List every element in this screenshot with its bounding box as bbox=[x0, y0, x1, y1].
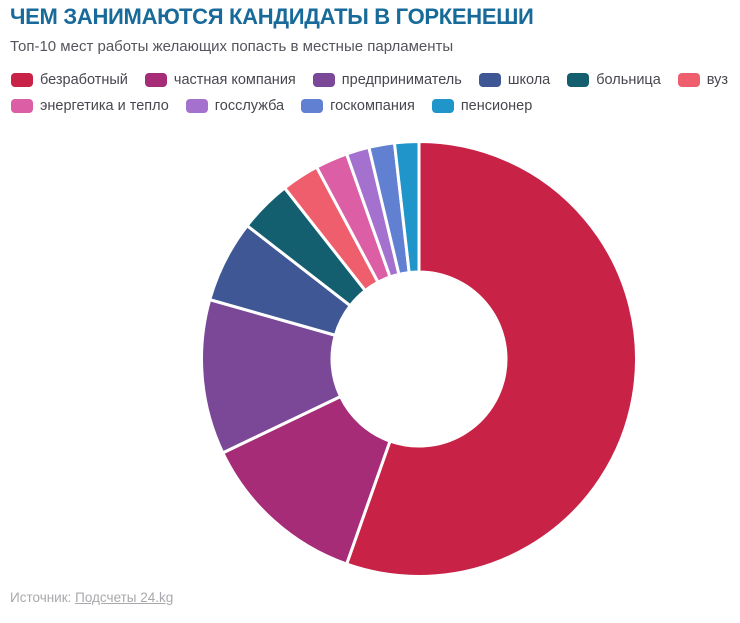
source-label: Источник: bbox=[10, 590, 76, 605]
page-title: ЧЕМ ЗАНИМАЮТСЯ КАНДИДАТЫ В ГОРКЕНЕШИ bbox=[10, 4, 534, 29]
legend-swatch-icon bbox=[677, 73, 700, 87]
legend-label: энергетика и тепло bbox=[40, 98, 169, 114]
legend-swatch-icon bbox=[11, 99, 33, 113]
page-subtitle: Топ-10 мест работы желающих попасть в ме… bbox=[10, 38, 454, 55]
legend-swatch-icon bbox=[312, 73, 335, 87]
source-line: Источник: Подсчеты 24.kg bbox=[10, 590, 173, 605]
legend-label: больница bbox=[596, 72, 661, 88]
legend-label: частная компания bbox=[173, 72, 296, 88]
legend-item-3[interactable]: предприниматель bbox=[312, 72, 462, 88]
legend-item-7[interactable]: энергетика и тепло bbox=[11, 98, 169, 114]
legend-item-6[interactable]: вуз bbox=[677, 72, 729, 88]
legend-swatch-icon bbox=[301, 99, 324, 113]
legend-label: госкомпания bbox=[330, 98, 415, 114]
legend-label: госслужба bbox=[214, 98, 285, 114]
legend-item-5[interactable]: больница bbox=[567, 72, 661, 88]
legend-label: предприниматель bbox=[341, 72, 462, 88]
legend-swatch-icon bbox=[478, 73, 501, 87]
legend-swatch-icon bbox=[185, 99, 208, 113]
legend-item-9[interactable]: госкомпания bbox=[301, 98, 415, 114]
legend-swatch-icon bbox=[11, 73, 33, 87]
legend-item-10[interactable]: пенсионер bbox=[431, 98, 533, 114]
legend-label: безработный bbox=[40, 72, 128, 88]
legend-label: вуз bbox=[706, 72, 729, 88]
legend-label: школа bbox=[507, 72, 551, 88]
pie-slice-10[interactable] bbox=[392, 140, 421, 275]
legend-swatch-icon bbox=[431, 99, 454, 113]
chart-legend: безработный частная компания предпринимате… bbox=[11, 72, 729, 114]
legend-item-4[interactable]: школа bbox=[478, 72, 551, 88]
legend-swatch-icon bbox=[144, 73, 167, 87]
legend-item-2[interactable]: частная компания bbox=[144, 72, 296, 88]
legend-swatch-icon bbox=[567, 73, 590, 87]
source-link[interactable]: Подсчеты 24.kg bbox=[75, 590, 174, 605]
legend-item-1[interactable]: безработный bbox=[11, 72, 128, 88]
legend-item-8[interactable]: госслужба bbox=[185, 98, 285, 114]
pie-slice-2[interactable] bbox=[221, 395, 392, 566]
legend-label: пенсионер bbox=[460, 98, 533, 114]
